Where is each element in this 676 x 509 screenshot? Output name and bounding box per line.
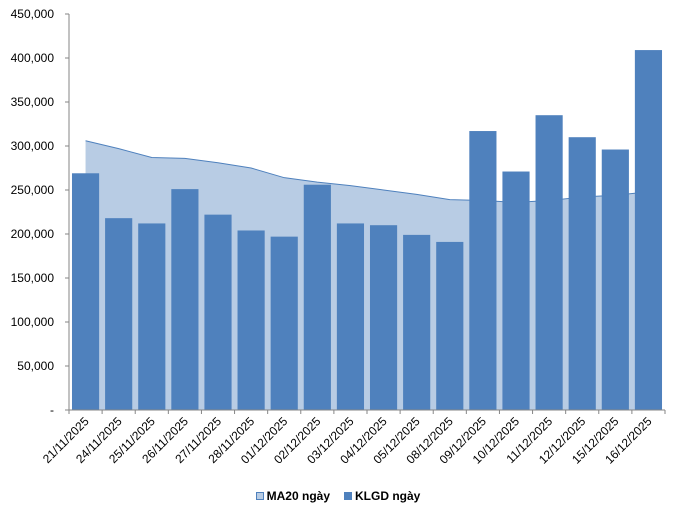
klgd-bar [204,214,232,410]
legend-item-ma20: MA20 ngày [255,489,330,503]
klgd-bar [403,234,431,410]
y-tick-label: 350,000 [11,95,55,109]
klgd-bar [171,189,199,410]
legend: MA20 ngày KLGD ngày [0,487,676,505]
y-tick-label: 200,000 [11,227,55,241]
y-tick-label: 450,000 [11,7,55,21]
klgd-bar [270,236,298,410]
legend-item-klgd: KLGD ngày [344,489,420,503]
klgd-bar [634,50,663,410]
ma20-area-layer [85,140,649,410]
klgd-bar [71,173,100,410]
y-tick-label: 300,000 [11,139,55,153]
klgd-bar [601,149,629,410]
y-tick-label: 400,000 [11,51,55,65]
klgd-bar [369,225,398,410]
y-tick-label: 250,000 [11,183,55,197]
legend-label-klgd: KLGD ngày [355,489,421,503]
y-tick-label: 150,000 [11,271,55,285]
y-tick-label: 100,000 [11,315,55,329]
legend-swatch-klgd [344,492,352,500]
klgd-bar [105,218,133,410]
klgd-bar [436,241,464,410]
klgd-bar [469,131,497,411]
klgd-bar [237,230,265,410]
legend-label-ma20: MA20 ngày [266,489,330,503]
klgd-bar [303,184,331,410]
klgd-bar [138,223,166,410]
ma20-area [85,140,649,410]
klgd-bar [568,137,596,410]
legend-swatch-ma20 [255,492,264,500]
klgd-bar [535,115,563,410]
y-tick-label: 50,000 [17,359,54,373]
klgd-bar-layer [71,50,663,411]
y-tick-label: - [50,403,54,417]
klgd-bar [502,171,530,410]
klgd-bar [336,223,365,410]
